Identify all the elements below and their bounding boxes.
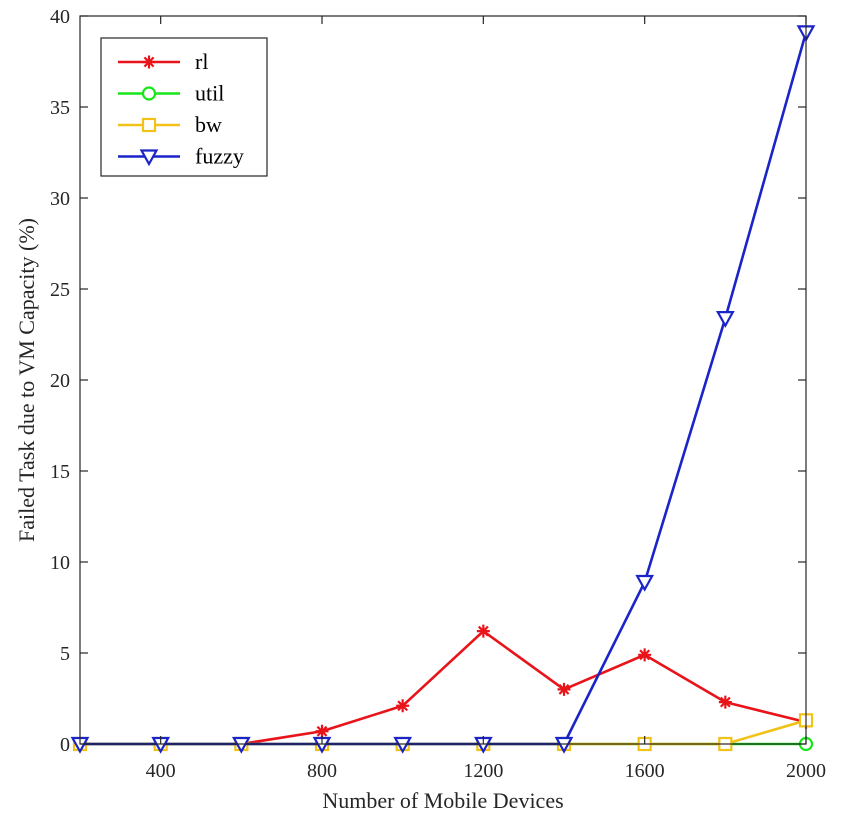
x-tick-label: 800 <box>307 760 337 782</box>
y-tick-label: 35 <box>50 97 70 119</box>
y-tick-label: 15 <box>50 461 70 483</box>
y-axis-label: Failed Task due to VM Capacity (%) <box>14 218 39 542</box>
legend-marker-rl <box>142 55 156 69</box>
data-point-rl <box>315 724 329 738</box>
x-tick-label: 400 <box>146 760 176 782</box>
y-tick-label: 30 <box>50 188 70 210</box>
data-point-rl <box>396 699 410 713</box>
y-tick-label: 0 <box>60 734 70 756</box>
data-point-rl <box>476 624 490 638</box>
series-line-rl <box>80 629 807 746</box>
legend-marker-fuzzy <box>139 149 159 167</box>
y-tick-label: 5 <box>60 643 70 665</box>
y-tick-label: 25 <box>50 279 70 301</box>
data-point-fuzzy <box>231 736 251 754</box>
series-line-bw <box>80 719 807 746</box>
y-tick-label: 10 <box>50 552 70 574</box>
data-point-rl <box>638 648 652 662</box>
data-point-rl <box>557 682 571 696</box>
x-axis-label: Number of Mobile Devices <box>322 788 563 813</box>
legend-marker-bw <box>141 117 157 133</box>
y-tick-label: 20 <box>50 370 70 392</box>
legend-label-fuzzy: fuzzy <box>195 144 244 169</box>
data-point-fuzzy <box>554 736 574 754</box>
data-point-fuzzy <box>715 311 735 328</box>
legend-label-bw: bw <box>195 112 222 137</box>
legend-label-util: util <box>195 81 224 106</box>
data-point-fuzzy <box>393 736 413 754</box>
y-tick-label: 40 <box>50 6 70 28</box>
axis-ticks: 400 800 1200 1600 2000 0 5 10 15 20 25 30 35 40 <box>50 6 826 782</box>
legend-label-rl: rl <box>195 49 208 74</box>
x-tick-label: 1200 <box>463 760 503 782</box>
data-point-rl <box>718 695 732 709</box>
x-tick-label: 1600 <box>625 760 665 782</box>
x-tick-label: 2000 <box>786 760 826 782</box>
legend: rl util bw fuzzy <box>100 37 268 177</box>
legend-marker-util <box>141 86 157 101</box>
data-point-fuzzy <box>635 574 655 592</box>
